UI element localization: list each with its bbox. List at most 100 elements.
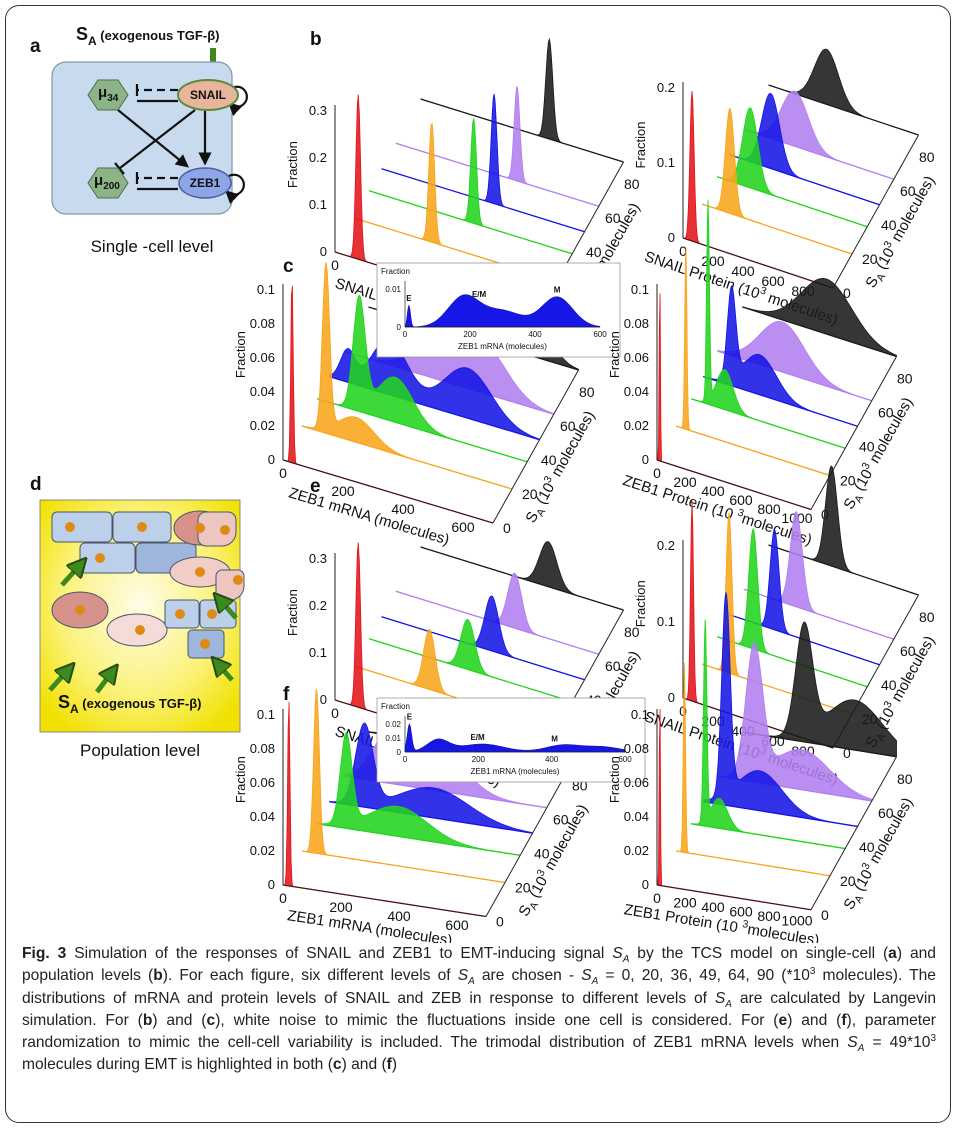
z-tick-label: 80 [897, 771, 913, 787]
z-axis [832, 134, 919, 289]
x-tick-label: 0 [279, 890, 287, 906]
z-axis-label-part: A [852, 893, 866, 905]
inset-mode-label: M [554, 286, 561, 295]
caption-run: A [591, 976, 599, 988]
distribution [381, 595, 585, 681]
x-axis-label-part: ZEB1 mRNA (molecules) [286, 907, 453, 943]
x-tick-label: 600 [729, 904, 753, 920]
inset-x-tick-label: 200 [463, 330, 477, 339]
z-tick-label: 0 [503, 520, 511, 536]
x-tick-label: 200 [329, 899, 353, 915]
z-tick-label: 0 [843, 745, 851, 761]
distribution [329, 722, 533, 834]
y-tick-label: 0.1 [257, 282, 275, 297]
x-tick-label: 400 [387, 908, 411, 924]
caption-run: ) and ( [152, 1011, 207, 1029]
y-tick-label: 0 [668, 690, 675, 705]
distribution [317, 294, 528, 463]
caption-run: = 0, 20, 36, 49, 64, 90 (*10 [598, 967, 810, 985]
z-tick-label: 80 [624, 624, 640, 640]
z-tick-label: 40 [859, 439, 875, 455]
distribution [717, 642, 873, 802]
caption-run: ) and ( [341, 1056, 387, 1074]
z-axis-label-part: 3 [860, 861, 873, 872]
y-tick-label: 0 [642, 877, 649, 892]
x-tick-label: 600 [729, 492, 753, 508]
x-tick-label: 0 [653, 890, 661, 906]
z-tick-label: 40 [586, 244, 602, 260]
y-tick-label: 0.06 [250, 775, 275, 790]
distribution [675, 247, 831, 476]
caption-run: ). For each figure, six different levels… [162, 967, 458, 985]
z-tick-label: 0 [496, 914, 504, 930]
mu-sub: 200 [103, 181, 120, 192]
caption-run: are chosen - [474, 967, 582, 985]
z-axis [485, 763, 572, 917]
caption-run: = 49*10 [864, 1034, 931, 1052]
caption-run: are calculated by Langevin simulation. F… [22, 989, 936, 1029]
panel-caption: Population level [80, 741, 200, 760]
z-axis-label-part: (10 [849, 467, 876, 498]
signal-s: S [76, 24, 88, 44]
signal-s: S [58, 692, 70, 712]
y-axis-label: Fraction [233, 331, 248, 378]
x-tick-label: 400 [731, 263, 755, 279]
mu: μ [94, 172, 103, 189]
x-tick-label: 600 [451, 519, 475, 535]
z-tick-label: 80 [919, 609, 935, 625]
y-tick-label: 0.04 [250, 384, 275, 399]
inset-x-label: ZEB1 mRNA (molecules) [471, 767, 560, 776]
inset-x-tick-label: 200 [472, 755, 486, 764]
x-tick-label: 200 [331, 483, 355, 499]
distribution [381, 93, 585, 233]
caption-run: molecules). The distributions of mRNA an… [22, 967, 936, 1007]
z-tick-label: 20 [522, 486, 538, 502]
y-axis-label: Fraction [633, 580, 648, 627]
y-axis-label: Fraction [633, 122, 648, 169]
caption-run: ) and population levels ( [22, 945, 936, 985]
node-mu34 [87, 79, 129, 111]
node-label: μ34 [98, 84, 119, 104]
z-tick-label: 60 [553, 812, 569, 828]
distribution [701, 512, 853, 715]
caption-run: Simulation of the responses of SNAIL and… [66, 945, 613, 962]
z-tick-label: 40 [881, 217, 897, 233]
caption-run: S [612, 945, 623, 962]
signal-arrows [48, 565, 238, 694]
distribution [701, 107, 853, 255]
z-tick-label: 80 [897, 371, 913, 387]
caption-run: f [841, 1011, 847, 1029]
caption-run: ) and ( [787, 1011, 842, 1029]
signal-label: SA (exogenous TGF-β) [76, 24, 219, 48]
inset-mode-label: E/M [470, 733, 485, 742]
z-axis-label-part: A [534, 507, 548, 519]
y-tick-label: 0.1 [657, 155, 675, 170]
inset-y-label: Fraction [381, 267, 410, 276]
caption-run: b [142, 1011, 153, 1029]
z-axis-label-part: 3 [860, 460, 873, 471]
y-tick-label: 0.08 [624, 316, 649, 331]
caption-run: a [888, 945, 897, 962]
x-axis-label-part: 3 [759, 285, 768, 298]
y-tick-label: 0 [642, 452, 649, 467]
x-tick-label: 0 [653, 465, 661, 481]
x-axis [282, 884, 487, 917]
caption-run: ), parameter randomization to mimic the … [22, 1011, 937, 1052]
inset-frame [376, 697, 646, 783]
y-tick-label: 0.06 [624, 775, 649, 790]
panel-label: a [30, 36, 41, 57]
signal-text: (exogenous TGF-β) [79, 696, 202, 711]
z-tick-label: 20 [515, 880, 531, 896]
figure-frame [5, 5, 951, 1123]
z-tick-label: 80 [579, 384, 595, 400]
x-tick-label: 0 [331, 705, 339, 721]
y-tick-label: 0.02 [250, 418, 275, 433]
z-tick-label: 60 [878, 405, 894, 421]
inset-mode-label: E [407, 713, 413, 722]
inset-x-tick-label: 600 [618, 755, 632, 764]
inset-y-tick-label: 0 [397, 323, 402, 332]
z-axis-label-part: 3 [542, 474, 555, 485]
mu-sub: 34 [107, 93, 119, 104]
node-snail [177, 79, 239, 111]
inset-x-tick-label: 400 [545, 755, 559, 764]
